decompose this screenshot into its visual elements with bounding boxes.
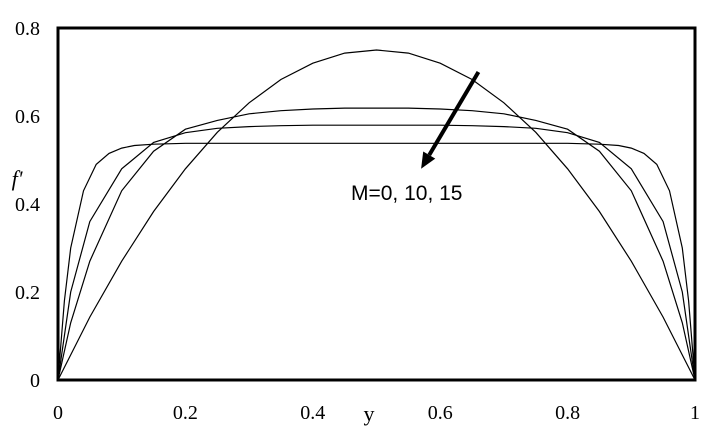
x-tick-label: 0 [53, 402, 63, 424]
y-tick-label: 0.6 [15, 106, 40, 128]
y-tick-label: 0.8 [15, 18, 40, 40]
y-axis-label: f' [12, 166, 23, 191]
x-tick-label: 1 [690, 402, 700, 424]
x-axis-label: y [364, 401, 375, 426]
x-tick-label: 0.6 [428, 402, 453, 424]
series-line-1 [57, 49, 696, 381]
y-tick-label: 0.2 [15, 282, 40, 304]
x-tick-labels: 0 0.2 0.4 0.6 0.8 1 [53, 402, 700, 424]
annotation-text: M=0, 10, 15 [351, 182, 463, 205]
y-tick-label: 0.4 [15, 194, 40, 216]
y-tick-label: 0 [30, 370, 40, 392]
x-tick-label: 0.8 [555, 402, 580, 424]
x-tick-label: 0.2 [173, 402, 198, 424]
annotation-arrow [427, 70, 481, 157]
series-line-4 [57, 142, 696, 381]
x-tick-label: 0.4 [300, 402, 325, 424]
y-tick-labels: 0 0.2 0.4 0.6 0.8 [15, 18, 40, 392]
curves-group [57, 49, 696, 381]
series-line-3 [57, 124, 696, 381]
annotation-arrowhead [421, 151, 436, 169]
series-line-2 [57, 107, 696, 381]
plot-frame [56, 26, 697, 382]
